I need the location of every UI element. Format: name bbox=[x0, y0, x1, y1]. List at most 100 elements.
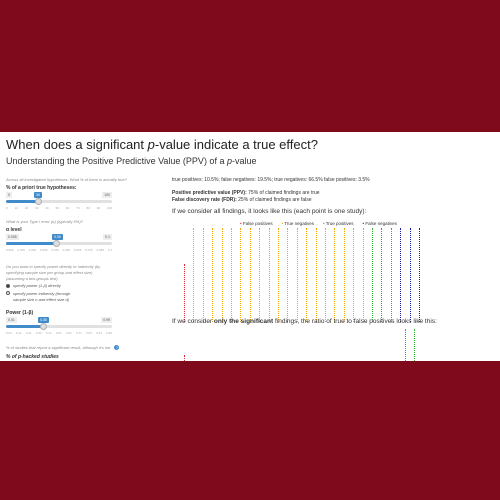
help-icon[interactable]: ? bbox=[114, 345, 120, 350]
power-tick-label: 0.91 bbox=[96, 331, 102, 335]
legend-dot-icon: • bbox=[281, 221, 285, 226]
fdr-label: False discovery rate (FDR): bbox=[172, 197, 237, 203]
alpha-slider[interactable]: 0.005 0.05 0.1 0.005 0.015 0.025 0.035 0.045… bbox=[6, 234, 112, 254]
prior-ticks: 0 10 20 30 40 50 60 70 80 90 100 bbox=[6, 206, 112, 210]
prior-tick-label: 20 bbox=[24, 206, 29, 210]
alpha-tick-label: 0.1 bbox=[107, 248, 112, 252]
alpha-intro-text: What is your Type I error (α) (typically… bbox=[6, 219, 83, 224]
study-column bbox=[249, 228, 252, 322]
study-column bbox=[315, 228, 318, 322]
alpha-tick-label: 0.005 bbox=[6, 248, 14, 252]
prior-current: 30 bbox=[34, 192, 42, 198]
legend-item: • True positives bbox=[323, 221, 354, 226]
ppv-label: Positive predictive value (PPV): bbox=[172, 190, 247, 196]
radio-power-direct-button[interactable] bbox=[6, 283, 10, 288]
study-column bbox=[381, 228, 383, 322]
study-column bbox=[184, 355, 186, 361]
power-mode-question: Do you want to specify power directly or… bbox=[6, 264, 101, 281]
power-tick-label: 0.11 bbox=[16, 331, 22, 335]
prior-tick-label: 80 bbox=[86, 206, 90, 210]
power-tick-label: 0.41 bbox=[45, 331, 52, 335]
study-column bbox=[193, 228, 195, 322]
legend-item: • True negatives bbox=[282, 221, 314, 226]
radio-power-indirect[interactable]: specify power indirectly (through sample… bbox=[6, 291, 83, 303]
study-column bbox=[372, 228, 374, 322]
alpha-tick-label: 0.015 bbox=[17, 248, 25, 252]
alpha-tick-label: 0.065 bbox=[73, 248, 82, 252]
prior-tick-label: 50 bbox=[55, 206, 59, 210]
fdr-line: False discovery rate (FDR): 25% of claim… bbox=[172, 197, 312, 203]
alpha-tick-label: 0.085 bbox=[96, 248, 105, 252]
prior-fill bbox=[6, 200, 38, 203]
power-tick-label: 0.71 bbox=[76, 331, 82, 335]
alpha-ticks: 0.005 0.015 0.025 0.035 0.045 0.055 0.065 0.075… bbox=[6, 248, 112, 252]
power-tick-label: 0.21 bbox=[25, 331, 32, 335]
study-column bbox=[221, 228, 224, 322]
study-column bbox=[409, 228, 412, 322]
prior-min: 0 bbox=[6, 192, 12, 198]
prior-tick-label: 40 bbox=[45, 206, 49, 210]
power-max: 0.99 bbox=[101, 317, 112, 323]
power-slider[interactable]: 0.01 0.35 0.99 0.01 0.11 0.21 0.31 0.41 0.51 0… bbox=[6, 317, 112, 337]
all-findings-heading: If we consider all findings, it looks li… bbox=[172, 208, 367, 215]
study-column bbox=[287, 228, 289, 322]
prior-tick-label: 100 bbox=[106, 206, 112, 210]
study-column bbox=[231, 228, 233, 322]
fdr-value: 25% of claimed findings are false bbox=[236, 197, 312, 203]
legend-label: False negatives bbox=[365, 221, 397, 226]
legend-dot-icon: • bbox=[240, 221, 243, 226]
prior-tick-label: 0 bbox=[6, 206, 8, 210]
legend-item: • False negatives bbox=[363, 221, 397, 226]
all-findings-plot bbox=[180, 228, 440, 322]
study-column bbox=[325, 228, 327, 322]
legend-item: • False positives bbox=[240, 221, 273, 226]
phack-question: % of studies that report a significant r… bbox=[6, 345, 120, 350]
legend-dot-icon: • bbox=[362, 221, 366, 226]
study-column bbox=[400, 228, 402, 322]
significant-heading: If we consider only the significant find… bbox=[172, 318, 437, 325]
significant-findings-plot bbox=[180, 329, 440, 361]
radio-power-indirect-button[interactable] bbox=[6, 291, 10, 295]
power-handle[interactable] bbox=[40, 323, 47, 330]
study-column bbox=[353, 228, 355, 322]
alpha-handle[interactable] bbox=[53, 240, 60, 247]
power-track bbox=[6, 325, 112, 328]
study-column bbox=[240, 228, 242, 322]
power-min: 0.01 bbox=[6, 317, 17, 323]
prior-tick-label: 90 bbox=[96, 206, 101, 210]
alpha-tick-label: 0.045 bbox=[51, 248, 59, 252]
prior-intro-text: Across all investigated hypotheses: What… bbox=[6, 177, 127, 182]
study-column bbox=[306, 228, 308, 322]
study-column bbox=[405, 329, 407, 361]
alpha-tick-label: 0.055 bbox=[62, 248, 71, 252]
alpha-label: α level bbox=[6, 227, 22, 233]
ppv-line: Positive predictive value (PPV): 75% of … bbox=[172, 190, 320, 196]
prior-slider[interactable]: 0 30 100 0 10 20 30 40 50 60 70 80 90 100 bbox=[6, 192, 112, 212]
prior-track bbox=[6, 200, 112, 203]
power-tick-label: 0.31 bbox=[35, 331, 42, 335]
power-current: 0.35 bbox=[38, 317, 49, 323]
legend-dot-icon: • bbox=[322, 221, 326, 226]
legend: • False positives • True negatives • True … bbox=[240, 221, 397, 226]
power-tick-label: 0.99 bbox=[106, 331, 112, 335]
prior-tick-label: 60 bbox=[65, 206, 70, 210]
study-column bbox=[259, 228, 261, 322]
alpha-tick-label: 0.025 bbox=[28, 248, 37, 252]
alpha-max: 0.1 bbox=[103, 234, 112, 240]
alpha-min: 0.005 bbox=[6, 234, 19, 240]
prior-label: % of a priori true hypotheses: bbox=[6, 185, 77, 191]
study-column bbox=[202, 228, 205, 322]
study-column bbox=[334, 228, 336, 322]
power-tick-label: 0.81 bbox=[86, 331, 92, 335]
ppv-value: 75% of claimed findings are true bbox=[246, 190, 320, 196]
study-column bbox=[390, 228, 393, 322]
prior-tick-label: 10 bbox=[14, 206, 18, 210]
power-tick-label: 0.51 bbox=[55, 331, 62, 335]
prior-max: 100 bbox=[102, 192, 112, 198]
radio-power-direct[interactable]: specify power (1-β) directly bbox=[6, 283, 61, 288]
prior-handle[interactable] bbox=[35, 198, 42, 205]
study-column bbox=[212, 228, 214, 322]
alpha-tick-label: 0.075 bbox=[85, 248, 93, 252]
rates-text: true positives: 10.5%; false negatives: … bbox=[172, 177, 370, 183]
radio-power-indirect-label: specify power indirectly (through sample… bbox=[13, 291, 71, 302]
